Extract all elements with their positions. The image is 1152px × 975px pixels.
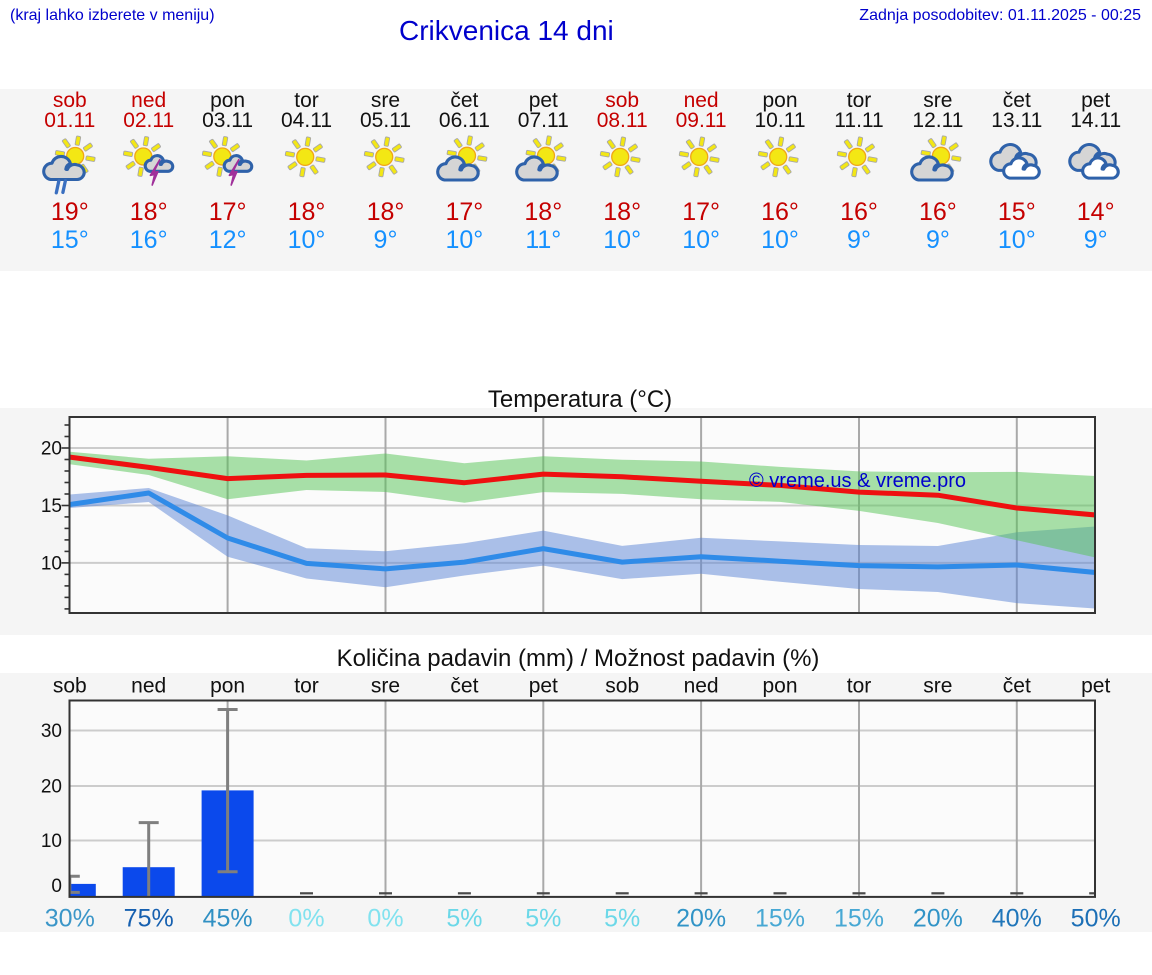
svg-text:tor: tor (847, 675, 872, 698)
svg-text:pon: pon (762, 675, 797, 698)
svg-text:50%: 50% (1071, 905, 1121, 933)
svg-text:pet: pet (529, 675, 558, 698)
svg-text:30%: 30% (45, 905, 95, 933)
svg-text:0%: 0% (288, 905, 324, 933)
svg-text:45%: 45% (203, 905, 253, 933)
svg-text:čet: čet (1003, 675, 1031, 698)
svg-text:20%: 20% (913, 905, 963, 933)
svg-text:ned: ned (684, 675, 719, 698)
svg-text:15%: 15% (755, 905, 805, 933)
svg-text:40%: 40% (992, 905, 1042, 933)
svg-text:5%: 5% (525, 905, 561, 933)
svg-text:20%: 20% (676, 905, 726, 933)
svg-text:pon: pon (210, 675, 245, 698)
svg-text:30: 30 (41, 721, 62, 742)
svg-text:10: 10 (41, 553, 62, 574)
svg-text:0%: 0% (367, 905, 403, 933)
svg-text:15: 15 (41, 496, 62, 517)
svg-text:sob: sob (53, 675, 87, 698)
svg-text:ned: ned (131, 675, 166, 698)
svg-text:čet: čet (450, 675, 478, 698)
svg-text:tor: tor (294, 675, 319, 698)
svg-text:sre: sre (371, 675, 400, 698)
svg-text:© vreme.us & vreme.pro: © vreme.us & vreme.pro (749, 470, 966, 492)
svg-text:0: 0 (51, 876, 62, 897)
svg-text:pet: pet (1081, 675, 1110, 698)
svg-text:15%: 15% (834, 905, 884, 933)
svg-text:5%: 5% (446, 905, 482, 933)
svg-text:5%: 5% (604, 905, 640, 933)
svg-text:20: 20 (41, 439, 62, 460)
svg-text:10: 10 (41, 831, 62, 852)
svg-text:sre: sre (923, 675, 952, 698)
svg-text:20: 20 (41, 777, 62, 798)
svg-text:sob: sob (605, 675, 639, 698)
svg-text:75%: 75% (124, 905, 174, 933)
